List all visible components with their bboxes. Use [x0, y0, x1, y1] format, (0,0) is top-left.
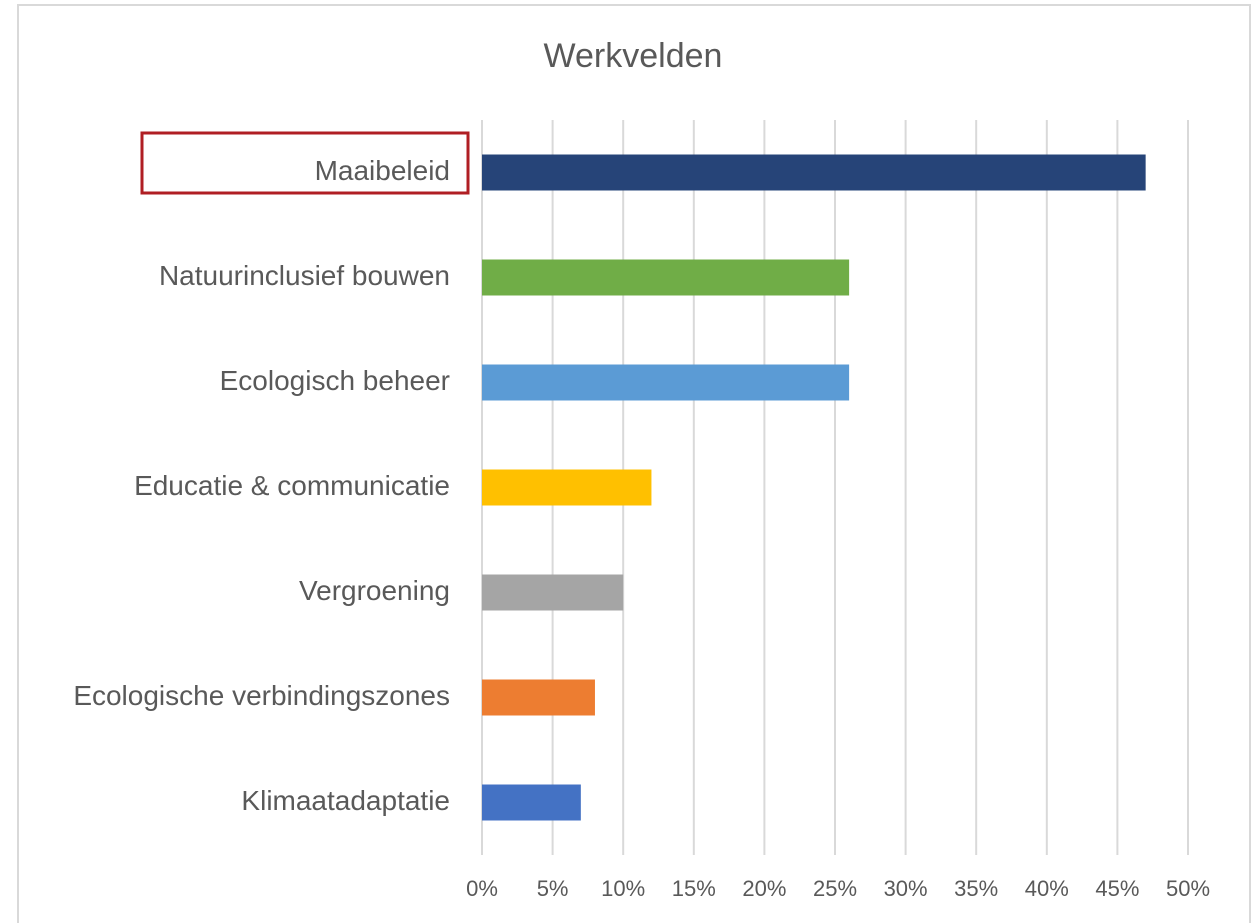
x-tick-label: 50%: [1166, 876, 1210, 901]
y-tick-label: Educatie & communicatie: [134, 470, 450, 501]
bar: [482, 154, 1146, 191]
x-tick-label: 40%: [1025, 876, 1069, 901]
y-tick-label: Natuurinclusief bouwen: [159, 260, 450, 291]
x-tick-label: 15%: [672, 876, 716, 901]
y-tick-label: Vergroening: [299, 575, 450, 606]
y-tick-label: Ecologische verbindingszones: [73, 680, 450, 711]
x-tick-label: 35%: [954, 876, 998, 901]
bar: [482, 259, 850, 296]
x-tick-label: 45%: [1095, 876, 1139, 901]
bar: [482, 469, 652, 506]
chart-frame: [17, 4, 1251, 923]
y-tick-label: Klimaatadaptatie: [241, 785, 450, 816]
y-tick-label: Ecologisch beheer: [220, 365, 450, 396]
x-tick-label: 25%: [813, 876, 857, 901]
bar: [482, 574, 624, 611]
highlight-box: [140, 131, 470, 195]
chart-title: Werkvelden: [544, 37, 723, 75]
x-tick-label: 5%: [537, 876, 569, 901]
x-tick-label: 30%: [884, 876, 928, 901]
bar: [482, 364, 850, 401]
bar: [482, 784, 581, 821]
x-tick-label: 0%: [466, 876, 498, 901]
x-tick-label: 20%: [742, 876, 786, 901]
x-tick-label: 10%: [601, 876, 645, 901]
bar: [482, 679, 595, 716]
y-tick-label: Maaibeleid: [315, 155, 450, 186]
